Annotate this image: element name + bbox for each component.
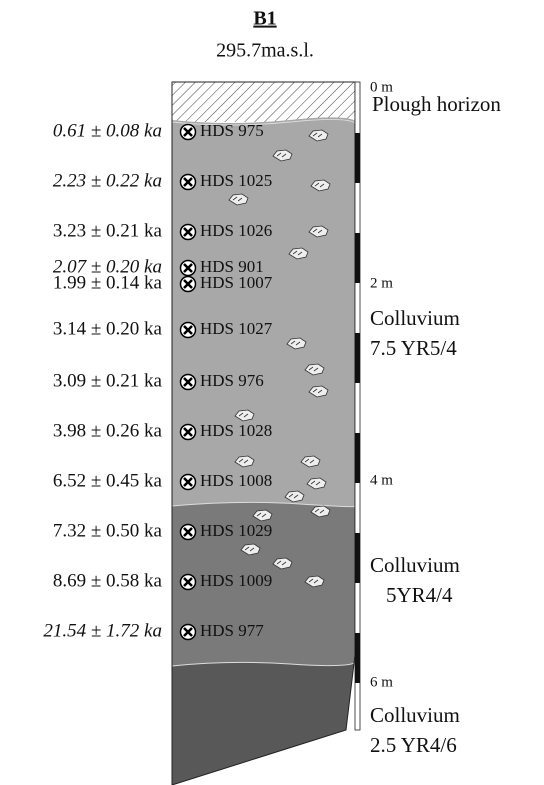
bar-segment: [355, 533, 360, 583]
bar-segment: [355, 633, 360, 683]
sample-id: HDS 1027: [200, 319, 273, 338]
sample-age: 3.23 ± 0.21 ka: [53, 220, 163, 241]
sample-age: 8.69 ± 0.58 ka: [53, 570, 163, 591]
bar-segment: [355, 333, 360, 383]
sample-age: 21.54 ± 1.72 ka: [43, 620, 162, 641]
sample-id: HDS 1029: [200, 521, 272, 540]
sample-age: 2.23 ± 0.22 ka: [53, 170, 162, 191]
unit-label: 7.5 YR5/4: [370, 336, 457, 360]
unit-label: Plough horizon: [372, 92, 501, 116]
sample-id: HDS 1028: [200, 421, 272, 440]
sample-id: HDS 976: [200, 371, 264, 390]
plough-layer: [172, 82, 356, 122]
sample-id: HDS 1025: [200, 171, 272, 190]
depth-label: 6 m: [370, 674, 393, 690]
unit-label: 2.5 YR4/6: [370, 733, 457, 757]
sample-age: 1.99 ± 0.14 ka: [53, 272, 163, 293]
unit-label: Colluvium: [370, 703, 460, 727]
sample-id: HDS 1009: [200, 571, 272, 590]
bar-segment: [355, 233, 360, 283]
sample-age: 0.61 ± 0.08 ka: [53, 120, 162, 141]
elevation: 295.7ma.s.l.: [216, 40, 314, 62]
unit-label: Colluvium: [370, 306, 460, 330]
bar-segment: [355, 133, 360, 183]
sample-id: HDS 1008: [200, 471, 272, 490]
sample-age: 3.09 ± 0.21 ka: [53, 370, 163, 391]
sample-id: HDS 1007: [200, 273, 273, 292]
sample-id: HDS 975: [200, 121, 264, 140]
sample-id: HDS 977: [200, 621, 264, 640]
profile-diagram: B1 295.7ma.s.l. 0.61 ± 0.08 ka HDS 975 2.2…: [0, 0, 544, 785]
bar-segment: [355, 433, 360, 483]
sample-id: HDS 1026: [200, 221, 272, 240]
sample-age: 7.32 ± 0.50 ka: [53, 520, 163, 541]
depth-label: 4 m: [370, 472, 393, 488]
sample-age: 6.52 ± 0.45 ka: [53, 470, 163, 491]
sample-age: 3.14 ± 0.20 ka: [53, 318, 163, 339]
unit-label: Colluvium: [370, 553, 460, 577]
profile-title: B1: [253, 8, 276, 30]
sample-age: 3.98 ± 0.26 ka: [53, 420, 163, 441]
colluvium-layer-3: [172, 662, 356, 785]
depth-label: 2 m: [370, 275, 393, 291]
unit-label: 5YR4/4: [386, 583, 453, 607]
